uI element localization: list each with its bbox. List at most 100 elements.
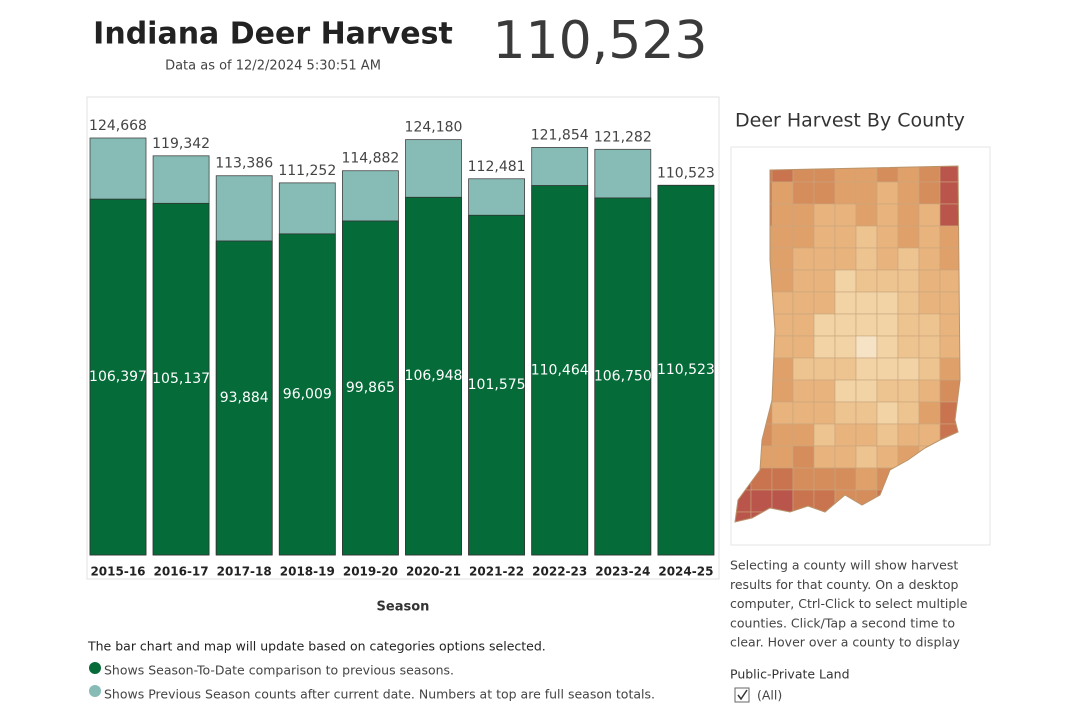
county[interactable] (813, 423, 836, 447)
county[interactable] (939, 203, 961, 227)
county[interactable] (750, 225, 773, 249)
county[interactable] (897, 225, 920, 249)
county[interactable] (834, 445, 857, 469)
county[interactable] (750, 379, 773, 403)
county[interactable] (876, 511, 899, 534)
county[interactable] (792, 401, 815, 425)
county[interactable] (918, 247, 941, 271)
county[interactable] (834, 423, 857, 447)
county[interactable] (834, 313, 857, 337)
county[interactable] (771, 423, 794, 447)
county[interactable] (792, 511, 815, 534)
county[interactable] (855, 379, 878, 403)
county[interactable] (834, 269, 857, 293)
county[interactable] (939, 225, 961, 249)
bar-season-to-date[interactable] (152, 202, 210, 556)
county[interactable] (876, 269, 899, 293)
county[interactable] (730, 269, 752, 293)
county[interactable] (918, 291, 941, 315)
county[interactable] (961, 424, 982, 446)
county[interactable] (792, 291, 815, 315)
county[interactable] (855, 445, 878, 469)
county[interactable] (792, 313, 815, 337)
county[interactable] (961, 204, 982, 226)
county[interactable] (750, 269, 773, 293)
county[interactable] (876, 181, 899, 205)
county[interactable] (897, 379, 920, 403)
county[interactable] (730, 489, 752, 513)
county[interactable] (897, 291, 920, 315)
county[interactable] (792, 489, 815, 513)
county[interactable] (792, 203, 815, 227)
county[interactable] (939, 357, 961, 381)
county[interactable] (961, 292, 982, 314)
county[interactable] (813, 445, 836, 469)
bar-season-to-date[interactable] (278, 233, 336, 556)
county[interactable] (750, 291, 773, 315)
county[interactable] (834, 203, 857, 227)
county[interactable] (813, 203, 836, 227)
county[interactable] (834, 401, 857, 425)
county[interactable] (961, 160, 982, 182)
county[interactable] (918, 511, 941, 534)
county[interactable] (855, 160, 878, 183)
county[interactable] (771, 225, 794, 249)
county[interactable] (813, 357, 836, 381)
county[interactable] (897, 247, 920, 271)
county[interactable] (750, 247, 773, 271)
county[interactable] (855, 401, 878, 425)
county[interactable] (961, 402, 982, 424)
county[interactable] (792, 181, 815, 205)
county[interactable] (876, 379, 899, 403)
bar-season-to-date[interactable] (531, 185, 589, 556)
county[interactable] (855, 423, 878, 447)
county[interactable] (771, 203, 794, 227)
county[interactable] (918, 489, 941, 513)
county[interactable] (750, 181, 773, 205)
county[interactable] (834, 291, 857, 315)
county[interactable] (771, 335, 794, 359)
bar-season-to-date[interactable] (468, 214, 526, 556)
county[interactable] (771, 445, 794, 469)
county[interactable] (792, 160, 815, 183)
county[interactable] (771, 269, 794, 293)
county[interactable] (961, 358, 982, 380)
county[interactable] (834, 379, 857, 403)
county[interactable] (855, 489, 878, 513)
county[interactable] (961, 468, 982, 490)
county[interactable] (876, 401, 899, 425)
county[interactable] (834, 357, 857, 381)
county[interactable] (897, 203, 920, 227)
county[interactable] (750, 511, 773, 534)
county[interactable] (834, 181, 857, 205)
county[interactable] (918, 467, 941, 491)
county[interactable] (730, 181, 752, 205)
county[interactable] (897, 335, 920, 359)
county[interactable] (918, 379, 941, 403)
county[interactable] (834, 247, 857, 271)
county[interactable] (918, 203, 941, 227)
bar-season-to-date[interactable] (89, 198, 147, 556)
county[interactable] (855, 247, 878, 271)
county[interactable] (961, 226, 982, 248)
county[interactable] (730, 357, 752, 381)
county[interactable] (855, 335, 878, 359)
county[interactable] (855, 225, 878, 249)
county[interactable] (897, 489, 920, 513)
county[interactable] (834, 335, 857, 359)
county[interactable] (961, 314, 982, 336)
county[interactable] (939, 401, 961, 425)
county[interactable] (897, 357, 920, 381)
county[interactable] (813, 269, 836, 293)
county[interactable] (918, 269, 941, 293)
county[interactable] (939, 335, 961, 359)
county[interactable] (918, 313, 941, 337)
county[interactable] (961, 490, 982, 512)
county[interactable] (813, 467, 836, 491)
county[interactable] (918, 335, 941, 359)
county-map[interactable] (730, 160, 982, 534)
county[interactable] (961, 446, 982, 468)
county[interactable] (771, 511, 794, 534)
county[interactable] (730, 511, 752, 534)
county[interactable] (876, 445, 899, 469)
